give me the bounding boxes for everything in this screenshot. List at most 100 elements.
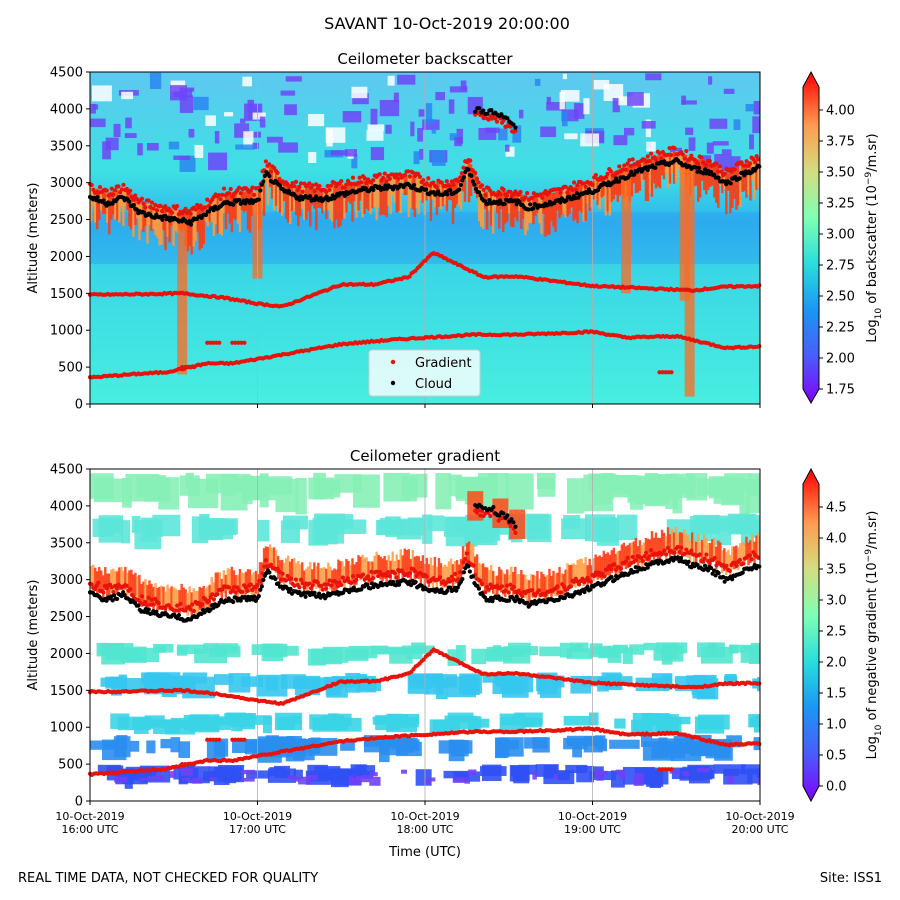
- heatmap-cell: [104, 567, 107, 590]
- heatmap-cell: [190, 212, 193, 255]
- cloud-marker: [757, 164, 762, 169]
- gradient-marker: [297, 585, 302, 590]
- heatmap-cell: [648, 157, 652, 193]
- gradient-marker: [449, 179, 454, 184]
- gradient-marker: [384, 573, 389, 578]
- heatmap-cell: [449, 133, 460, 141]
- cloud-marker: [371, 187, 376, 192]
- heatmap-cell: [155, 645, 166, 653]
- gradient-colorbar-label: Log10 of negative gradient (10−9/m.sr): [864, 511, 884, 760]
- heatmap-cell: [653, 474, 673, 493]
- heatmap-cell: [90, 186, 93, 222]
- heatmap-cell: [425, 557, 429, 581]
- gradient-marker: [143, 599, 148, 604]
- cloud-marker: [466, 167, 471, 172]
- heatmap-cell: [422, 119, 440, 130]
- heatmap-cell: [230, 566, 234, 590]
- gradient-marker: [211, 737, 216, 742]
- heatmap-cell: [278, 176, 282, 213]
- heatmap-cell: [355, 775, 370, 783]
- gradient-marker: [298, 181, 304, 186]
- gradient-marker: [292, 184, 297, 189]
- gradient-marker: [342, 185, 347, 190]
- gradient-marker: [573, 187, 578, 192]
- gradient-marker: [327, 187, 332, 193]
- gradient-marker: [359, 180, 364, 185]
- heatmap-cell: [616, 169, 620, 202]
- heatmap-cell: [565, 764, 588, 774]
- heatmap-cell: [156, 587, 159, 611]
- heatmap-cell: [471, 648, 487, 665]
- heatmap-cell: [608, 173, 611, 216]
- heatmap-cell: [747, 542, 750, 566]
- heatmap-cell: [666, 527, 670, 551]
- heatmap-cell: [134, 572, 137, 596]
- heatmap-cell: [489, 191, 493, 226]
- heatmap-cell: [580, 558, 583, 582]
- cloud-marker: [632, 172, 637, 177]
- cloud-marker: [101, 198, 106, 203]
- heatmap-cell: [241, 676, 264, 687]
- cloud-marker: [301, 590, 307, 595]
- heatmap-cell: [335, 185, 338, 220]
- heatmap-cell: [540, 571, 543, 595]
- heatmap-cell: [139, 777, 153, 781]
- heatmap-cell: [634, 537, 638, 561]
- heatmap-cell: [148, 580, 151, 604]
- gradient-marker: [163, 204, 168, 209]
- heatmap-cell: [182, 777, 191, 782]
- cloud-marker: [708, 565, 714, 571]
- gradient-marker: [190, 602, 195, 607]
- heatmap-cell: [214, 198, 218, 225]
- gradient-marker: [617, 164, 622, 169]
- heatmap-cell: [741, 164, 744, 192]
- heatmap-cell: [232, 570, 236, 594]
- heatmap-cell: [534, 575, 537, 599]
- heatmap-cell: [563, 515, 581, 529]
- heatmap-cell: [643, 642, 660, 651]
- heatmap-cell: [647, 475, 658, 506]
- gradient-marker: [406, 169, 411, 174]
- gradient-marker: [538, 192, 543, 197]
- colorbar-tick-label: 1.75: [826, 383, 855, 398]
- cloud-marker: [408, 582, 414, 588]
- heatmap-cell: [381, 177, 384, 215]
- heatmap-cell: [281, 674, 306, 689]
- heatmap-cell: [650, 531, 654, 554]
- gradient-marker: [707, 159, 712, 164]
- heatmap-cell: [733, 169, 736, 199]
- heatmap-cell: [709, 118, 728, 129]
- heatmap-cell: [214, 738, 229, 757]
- heatmap-cell: [741, 518, 754, 547]
- gradient-marker: [344, 182, 349, 187]
- heatmap-cell: [572, 186, 575, 221]
- cloud-marker: [485, 111, 490, 116]
- heatmap-cell: [505, 144, 510, 152]
- heatmap-cell: [510, 566, 513, 590]
- heatmap-cell: [367, 179, 370, 212]
- colorbar-tick-label: 3.75: [826, 135, 855, 150]
- gradient-marker: [488, 582, 493, 587]
- gradient-ylabel: Altitude (meters): [26, 580, 41, 691]
- heatmap-cell: [739, 479, 751, 515]
- gradient-marker: [307, 581, 312, 586]
- heatmap-cell: [487, 569, 491, 593]
- cloud-marker: [653, 165, 658, 170]
- heatmap-cell: [387, 177, 390, 206]
- heatmap-cell: [266, 546, 270, 570]
- heatmap-cell: [311, 569, 314, 593]
- heatmap-cell: [327, 562, 330, 586]
- cloud-marker: [95, 195, 100, 200]
- gradient-marker: [240, 589, 245, 594]
- heatmap-plume: [177, 216, 188, 375]
- heatmap-cell: [257, 519, 270, 542]
- heatmap-cell: [681, 95, 687, 105]
- gradient-marker: [580, 576, 585, 581]
- cloud-marker: [472, 182, 477, 187]
- heatmap-cell: [620, 773, 625, 780]
- gradient-marker: [339, 179, 344, 184]
- gradient-marker: [739, 160, 744, 165]
- gradient-marker: [679, 545, 684, 550]
- heatmap-cell: [662, 532, 666, 556]
- gradient-marker: [568, 584, 573, 589]
